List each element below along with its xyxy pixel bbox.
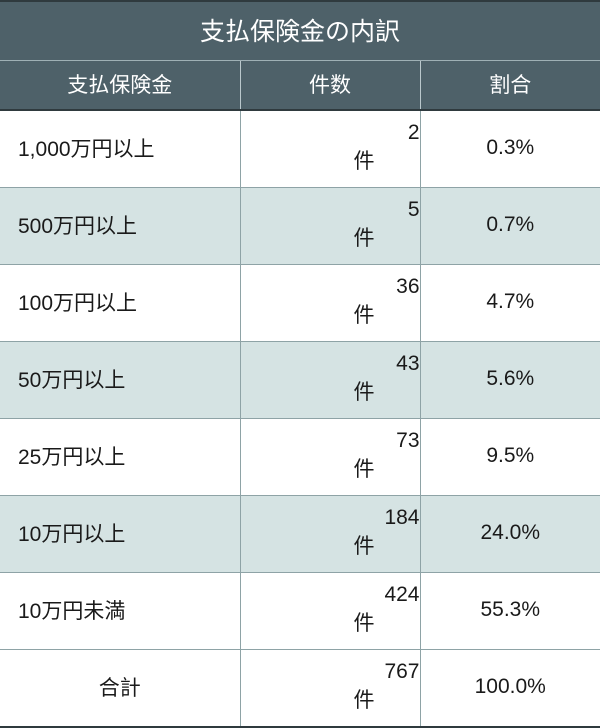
cell-category: 1,000万円以上: [0, 110, 240, 188]
table-row: 合計767件100.0%: [0, 650, 600, 728]
table-row: 50万円以上43件5.6%: [0, 342, 600, 419]
cell-ratio: 24.0%: [420, 496, 600, 573]
cell-count: 5件: [240, 188, 420, 265]
table-row: 100万円以上36件4.7%: [0, 265, 600, 342]
cell-ratio: 5.6%: [420, 342, 600, 419]
cell-category: 50万円以上: [0, 342, 240, 419]
table-row: 500万円以上5件0.7%: [0, 188, 600, 265]
cell-count: 73件: [240, 419, 420, 496]
table-row: 10万円未満424件55.3%: [0, 573, 600, 650]
cell-count: 184件: [240, 496, 420, 573]
cell-category: 10万円未満: [0, 573, 240, 650]
table-row: 1,000万円以上2件0.3%: [0, 110, 600, 188]
col-header-count: 件数: [240, 61, 420, 111]
cell-ratio: 100.0%: [420, 650, 600, 728]
cell-count: 767件: [240, 650, 420, 728]
cell-count: 424件: [240, 573, 420, 650]
cell-category: 合計: [0, 650, 240, 728]
cell-ratio: 9.5%: [420, 419, 600, 496]
table-row: 25万円以上73件9.5%: [0, 419, 600, 496]
cell-count: 43件: [240, 342, 420, 419]
cell-ratio: 55.3%: [420, 573, 600, 650]
cell-category: 100万円以上: [0, 265, 240, 342]
col-header-category: 支払保険金: [0, 61, 240, 111]
table-title: 支払保険金の内訳: [0, 1, 600, 61]
cell-category: 500万円以上: [0, 188, 240, 265]
col-header-ratio: 割合: [420, 61, 600, 111]
cell-count: 2件: [240, 110, 420, 188]
cell-category: 25万円以上: [0, 419, 240, 496]
table-row: 10万円以上184件24.0%: [0, 496, 600, 573]
cell-category: 10万円以上: [0, 496, 240, 573]
data-table: 支払保険金の内訳 支払保険金 件数 割合 1,000万円以上2件0.3%500万…: [0, 0, 600, 728]
cell-ratio: 0.7%: [420, 188, 600, 265]
cell-ratio: 0.3%: [420, 110, 600, 188]
insurance-breakdown-table: 支払保険金の内訳 支払保険金 件数 割合 1,000万円以上2件0.3%500万…: [0, 0, 600, 728]
cell-ratio: 4.7%: [420, 265, 600, 342]
cell-count: 36件: [240, 265, 420, 342]
